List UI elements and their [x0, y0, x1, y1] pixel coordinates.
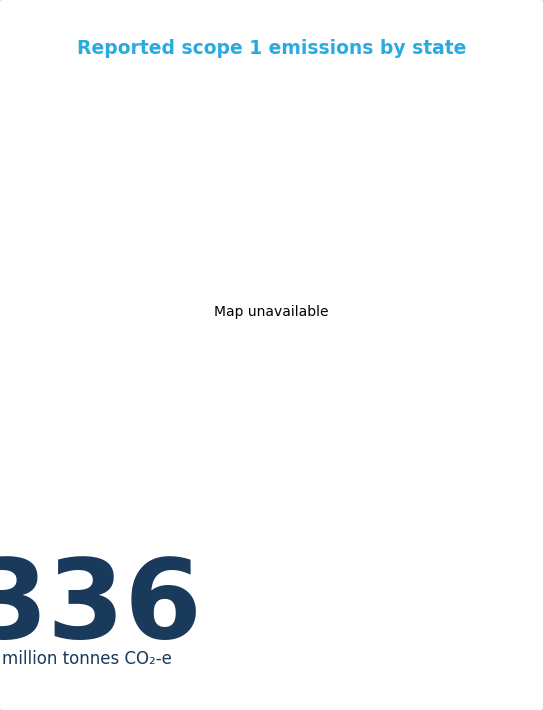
Text: Reported scope 1 emissions by state: Reported scope 1 emissions by state	[77, 39, 466, 58]
Text: Map unavailable: Map unavailable	[214, 305, 329, 320]
Text: million tonnes CO₂-e: million tonnes CO₂-e	[2, 650, 172, 668]
Text: 336: 336	[0, 554, 203, 660]
